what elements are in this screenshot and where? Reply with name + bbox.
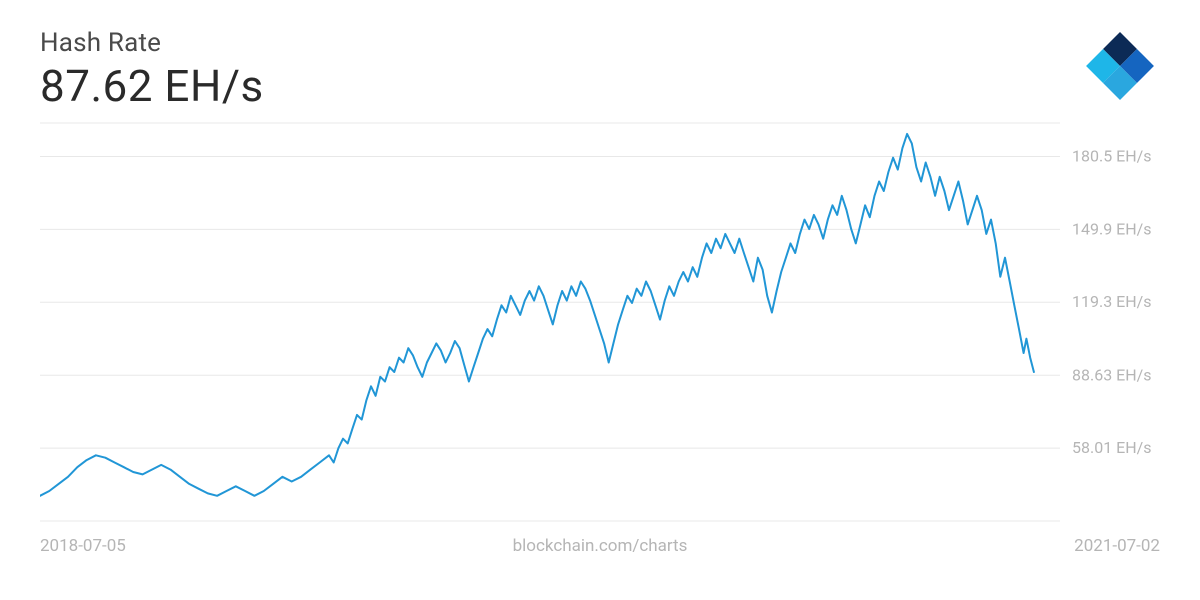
x-axis-start-label: 2018-07-05 (40, 536, 240, 556)
chart-big-value: 87.62 EH/s (40, 60, 264, 112)
header: Hash Rate 87.62 EH/s (40, 28, 1160, 112)
y-tick-label: 180.5 EH/s (1072, 147, 1152, 166)
chart-card: Hash Rate 87.62 EH/s 180.5 EH/s 149.9 EH/… (0, 0, 1200, 600)
x-axis-end-label: 2021-07-02 (960, 536, 1160, 556)
chart-title: Hash Rate (40, 28, 264, 58)
y-tick-label: 58.01 EH/s (1072, 438, 1152, 457)
line-chart: 180.5 EH/s 149.9 EH/s 119.3 EH/s 88.63 EH/s… (40, 122, 1160, 522)
blockchain-logo-icon (1080, 26, 1160, 106)
y-tick-label: 149.9 EH/s (1072, 219, 1152, 238)
y-tick-label: 119.3 EH/s (1072, 292, 1152, 311)
title-block: Hash Rate 87.62 EH/s (40, 28, 264, 112)
footer: 2018-07-05 blockchain.com/charts 2021-07… (40, 536, 1160, 556)
hash-rate-series (40, 134, 1034, 496)
y-tick-label: 88.63 EH/s (1072, 365, 1152, 384)
attribution-text: blockchain.com/charts (240, 536, 960, 556)
chart-area: 180.5 EH/s 149.9 EH/s 119.3 EH/s 88.63 EH/s… (40, 122, 1160, 522)
